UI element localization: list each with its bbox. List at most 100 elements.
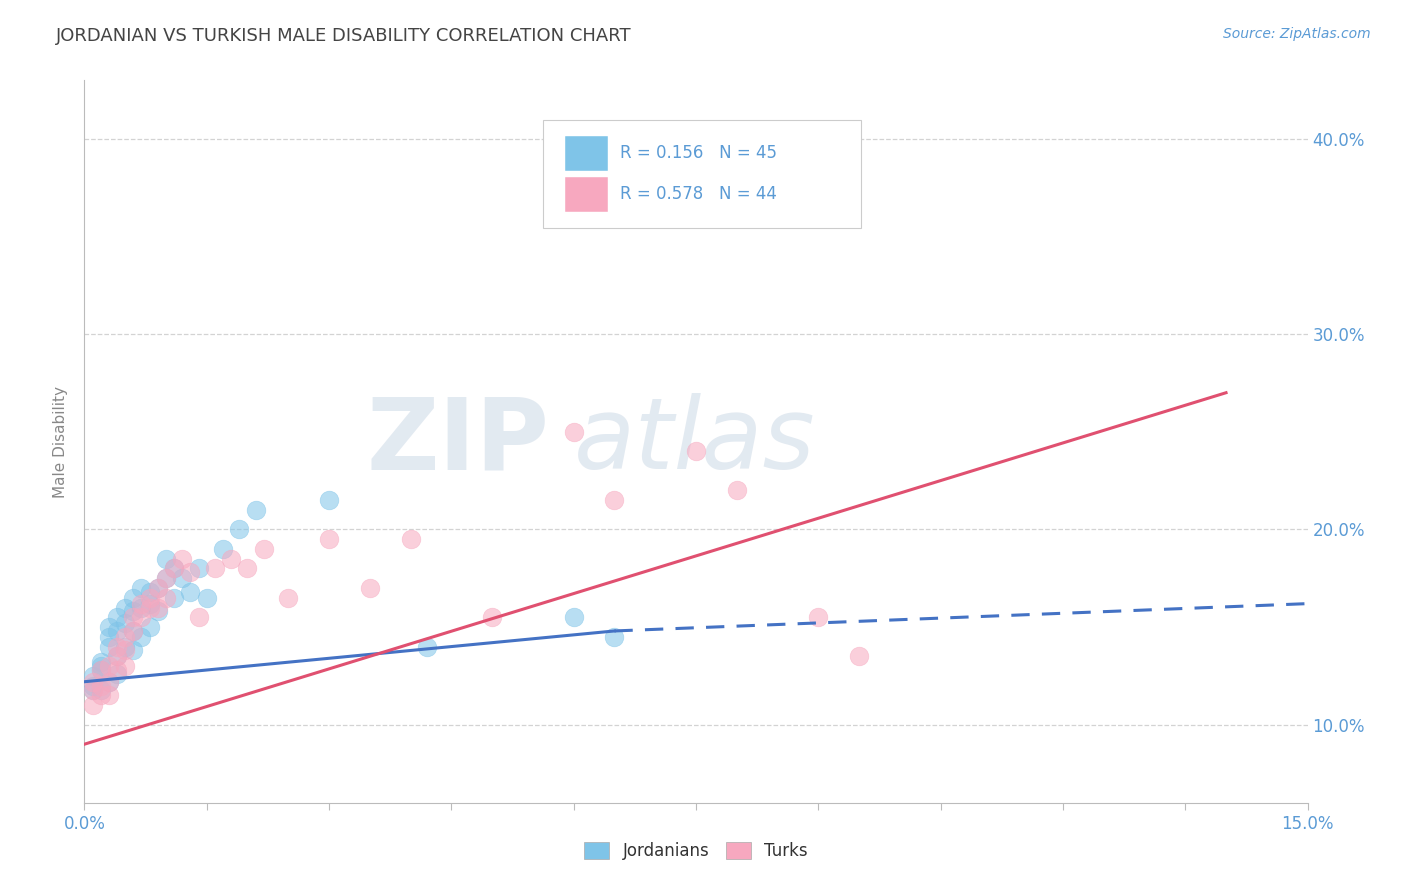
Bar [565, 136, 607, 170]
Point [105, 649, 128, 664]
Point [146, 604, 169, 618]
Text: R = 0.578   N = 44: R = 0.578 N = 44 [620, 186, 778, 203]
Point [138, 591, 160, 605]
Point [399, 532, 422, 546]
Point [562, 610, 585, 624]
Text: atlas: atlas [574, 393, 815, 490]
Point [172, 571, 194, 585]
Point [807, 610, 830, 624]
Point [318, 532, 340, 546]
Point [82, 674, 104, 689]
Point [179, 585, 201, 599]
Point [212, 541, 235, 556]
Point [204, 561, 226, 575]
Point [131, 610, 153, 624]
Point [97, 689, 120, 703]
Bar [565, 178, 607, 211]
Point [131, 597, 153, 611]
Point [163, 561, 186, 575]
Point [195, 591, 218, 605]
Text: Source: ZipAtlas.com: Source: ZipAtlas.com [1223, 27, 1371, 41]
Point [253, 541, 276, 556]
Point [114, 616, 136, 631]
Point [146, 600, 169, 615]
Point [481, 610, 503, 624]
Point [114, 643, 136, 657]
Point [685, 444, 707, 458]
Point [97, 640, 120, 654]
Point [105, 610, 128, 624]
Point [155, 551, 177, 566]
Point [187, 610, 209, 624]
Point [114, 600, 136, 615]
Point [122, 624, 145, 638]
Point [138, 620, 160, 634]
Point [105, 667, 128, 681]
Point [163, 591, 186, 605]
Point [90, 682, 112, 697]
Point [122, 591, 145, 605]
Point [318, 493, 340, 508]
Point [163, 561, 186, 575]
Point [146, 581, 169, 595]
Point [725, 483, 748, 498]
Point [562, 425, 585, 439]
Point [114, 640, 136, 654]
Point [359, 581, 381, 595]
Point [105, 663, 128, 677]
Point [138, 597, 160, 611]
Point [122, 643, 145, 657]
Point [90, 663, 112, 677]
Point [179, 566, 201, 580]
Point [90, 679, 112, 693]
Point [82, 679, 104, 693]
Point [146, 581, 169, 595]
Point [155, 571, 177, 585]
Point [122, 624, 145, 638]
Point [131, 581, 153, 595]
Point [90, 689, 112, 703]
Point [82, 698, 104, 713]
Point [97, 674, 120, 689]
Y-axis label: Male Disability: Male Disability [53, 385, 69, 498]
Point [187, 561, 209, 575]
Point [97, 659, 120, 673]
Point [105, 649, 128, 664]
Point [97, 630, 120, 644]
Point [90, 663, 112, 677]
Point [277, 591, 299, 605]
Point [105, 640, 128, 654]
Point [236, 561, 259, 575]
Point [122, 610, 145, 624]
Point [138, 585, 160, 599]
Text: JORDANIAN VS TURKISH MALE DISABILITY CORRELATION CHART: JORDANIAN VS TURKISH MALE DISABILITY COR… [56, 27, 631, 45]
Point [97, 620, 120, 634]
Point [82, 669, 104, 683]
Point [416, 640, 439, 654]
Text: R = 0.156   N = 45: R = 0.156 N = 45 [620, 145, 778, 162]
Point [90, 659, 112, 673]
Point [82, 682, 104, 697]
Point [219, 551, 242, 566]
Point [90, 655, 112, 669]
Point [245, 503, 267, 517]
Text: ZIP: ZIP [367, 393, 550, 490]
Point [82, 682, 104, 697]
Point [155, 571, 177, 585]
Point [603, 630, 626, 644]
Point [131, 600, 153, 615]
Point [848, 649, 870, 664]
Point [138, 600, 160, 615]
Point [122, 604, 145, 618]
Point [97, 674, 120, 689]
Point [114, 630, 136, 644]
Point [172, 551, 194, 566]
Point [114, 659, 136, 673]
Point [228, 523, 250, 537]
Point [155, 591, 177, 605]
Point [131, 630, 153, 644]
Point [603, 493, 626, 508]
Legend: Jordanians, Turks: Jordanians, Turks [578, 835, 814, 867]
FancyBboxPatch shape [543, 120, 860, 228]
Point [105, 624, 128, 638]
